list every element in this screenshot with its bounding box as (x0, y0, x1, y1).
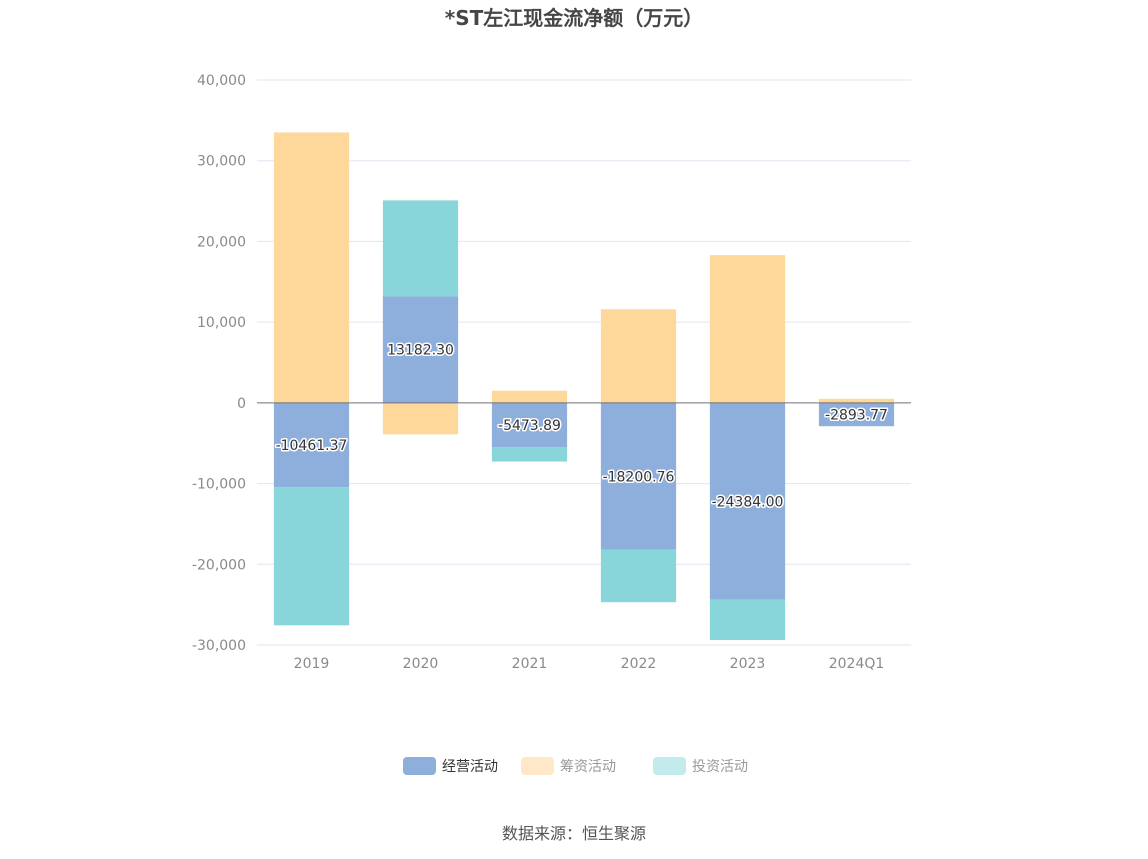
legend-swatch (521, 757, 554, 775)
y-tick-label: 30,000 (197, 154, 246, 170)
data-label: -2893.77 (825, 408, 888, 424)
y-tick-label: 0 (237, 396, 246, 412)
y-tick-label: 10,000 (197, 315, 246, 331)
chart-title: *ST左江现金流净额（万元） (445, 6, 704, 30)
bar-segment (273, 487, 350, 626)
legend-swatch (403, 757, 436, 775)
bar-segment (818, 402, 895, 427)
legend-label: 筹资活动 (560, 758, 616, 775)
bar-segment (382, 200, 459, 297)
bar-segment (600, 309, 677, 403)
legend-label: 投资活动 (692, 759, 748, 775)
y-tick-label: -30,000 (192, 638, 246, 654)
bar-segment (273, 132, 350, 403)
bar-segment (709, 255, 786, 403)
bar-segment (491, 390, 568, 403)
data-label: -10461.37 (276, 438, 348, 454)
y-tick-label: -10,000 (192, 477, 246, 493)
bar-segment (818, 398, 895, 403)
bar-layer (273, 132, 895, 641)
bar-segment (491, 447, 568, 462)
data-label: -5473.89 (498, 418, 561, 434)
data-label-layer: -10461.37 13182.30 -5473.89 -18200.76 -24384… (274, 341, 889, 512)
grid-layer (257, 79, 911, 646)
data-label: 13182.30 (387, 343, 454, 359)
y-tick-label: 40,000 (197, 73, 246, 89)
x-tick-label: 2022 (621, 656, 657, 672)
legend: 经营活动 筹资活动 投资活动 (403, 757, 748, 775)
bar-segment (709, 402, 786, 600)
y-tick-label: -20,000 (192, 557, 246, 573)
data-label: -24384.00 (712, 494, 784, 510)
x-tick-label: 2019 (294, 656, 330, 672)
y-tick-label: 20,000 (197, 234, 246, 250)
bar-segment (382, 296, 459, 403)
x-tick-label: 2020 (403, 656, 439, 672)
bar-segment (600, 549, 677, 603)
legend-swatch (653, 757, 686, 775)
bar-segment (491, 402, 568, 448)
legend-label: 经营活动 (442, 759, 498, 775)
x-tick-label: 2021 (512, 656, 548, 672)
bar-segment (600, 402, 677, 550)
bar-segment (273, 402, 350, 488)
axis-layer: 40,000 30,000 20,000 10,000 0 -10,000 -20,000 -… (192, 73, 911, 672)
x-tick-label: 2023 (730, 656, 766, 672)
data-label: -18200.76 (603, 469, 675, 485)
data-source-note: 数据来源：恒生聚源 (502, 824, 646, 843)
bar-segment (709, 599, 786, 641)
x-tick-label: 2024Q1 (829, 656, 885, 672)
bar-segment (382, 402, 459, 435)
